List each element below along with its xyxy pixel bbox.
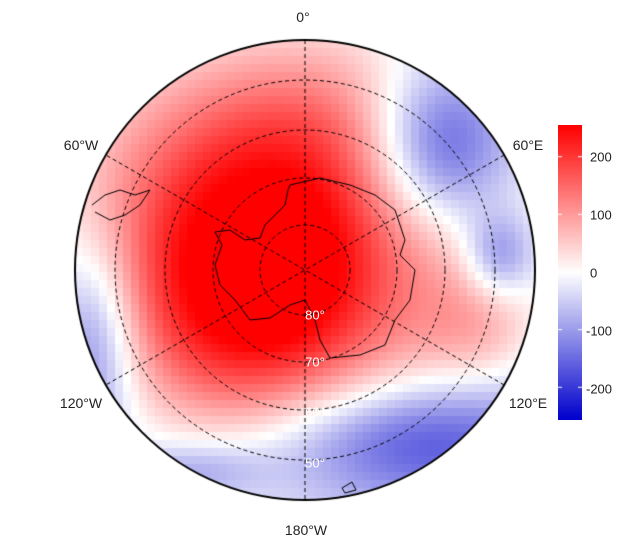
lon-label-120w: 120°W	[59, 395, 103, 411]
colorbar-tick: 100	[590, 207, 612, 223]
lon-label-180: 180°W	[284, 522, 328, 538]
colorbar-tick: -100	[586, 323, 613, 339]
colorbar-tick: -200	[586, 381, 613, 397]
lat-label-50: 50°	[305, 455, 325, 471]
colorbar-tick: 200	[590, 149, 612, 165]
colorbar	[558, 125, 582, 420]
lon-label-120e: 120°E	[508, 395, 548, 411]
lon-label-60e: 60°E	[512, 137, 544, 153]
lon-label-60w: 60°W	[63, 137, 99, 153]
lat-label-70: 70°	[305, 354, 325, 370]
lat-label-60: 60°	[305, 404, 325, 420]
lon-label-0: 0°	[296, 9, 310, 25]
colorbar-tick: 0	[590, 265, 598, 281]
lat-label-80: 80°	[305, 307, 325, 323]
